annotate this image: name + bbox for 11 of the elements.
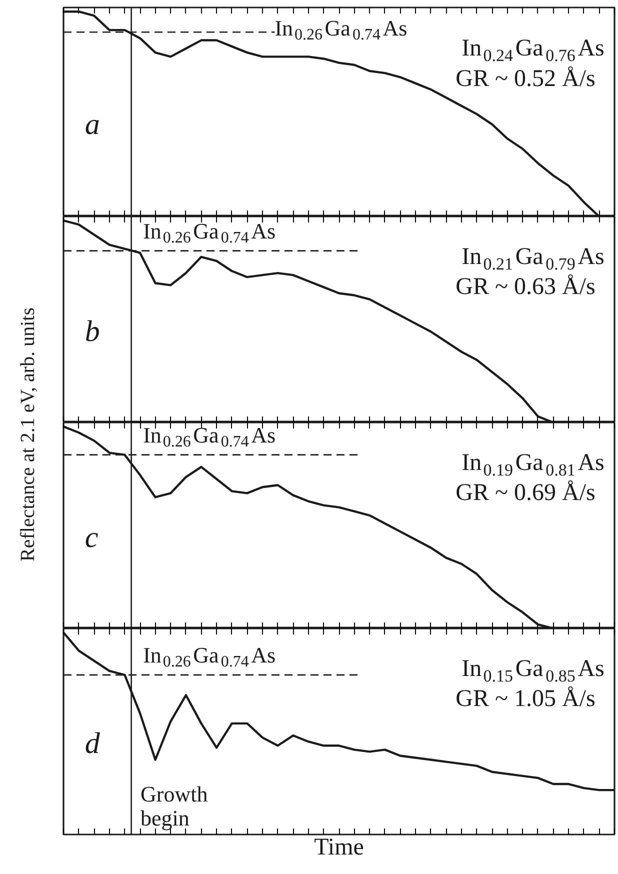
annotation: Growth begin <box>140 782 208 831</box>
annotation: GR ~ 0.52 Å/s <box>456 66 596 92</box>
y-axis-title: Reflectance at 2.1 eV, arb. units <box>17 307 39 562</box>
x-axis-title: Time <box>314 834 364 860</box>
annotation: GR ~ 0.69 Å/s <box>456 480 596 506</box>
annotation: GR ~ 1.05 Å/s <box>456 686 596 712</box>
annotation: a <box>84 108 100 141</box>
annotation: d <box>84 727 101 760</box>
annotation: c <box>84 521 98 554</box>
annotation: GR ~ 0.63 Å/s <box>456 274 596 300</box>
annotation: b <box>84 315 100 348</box>
